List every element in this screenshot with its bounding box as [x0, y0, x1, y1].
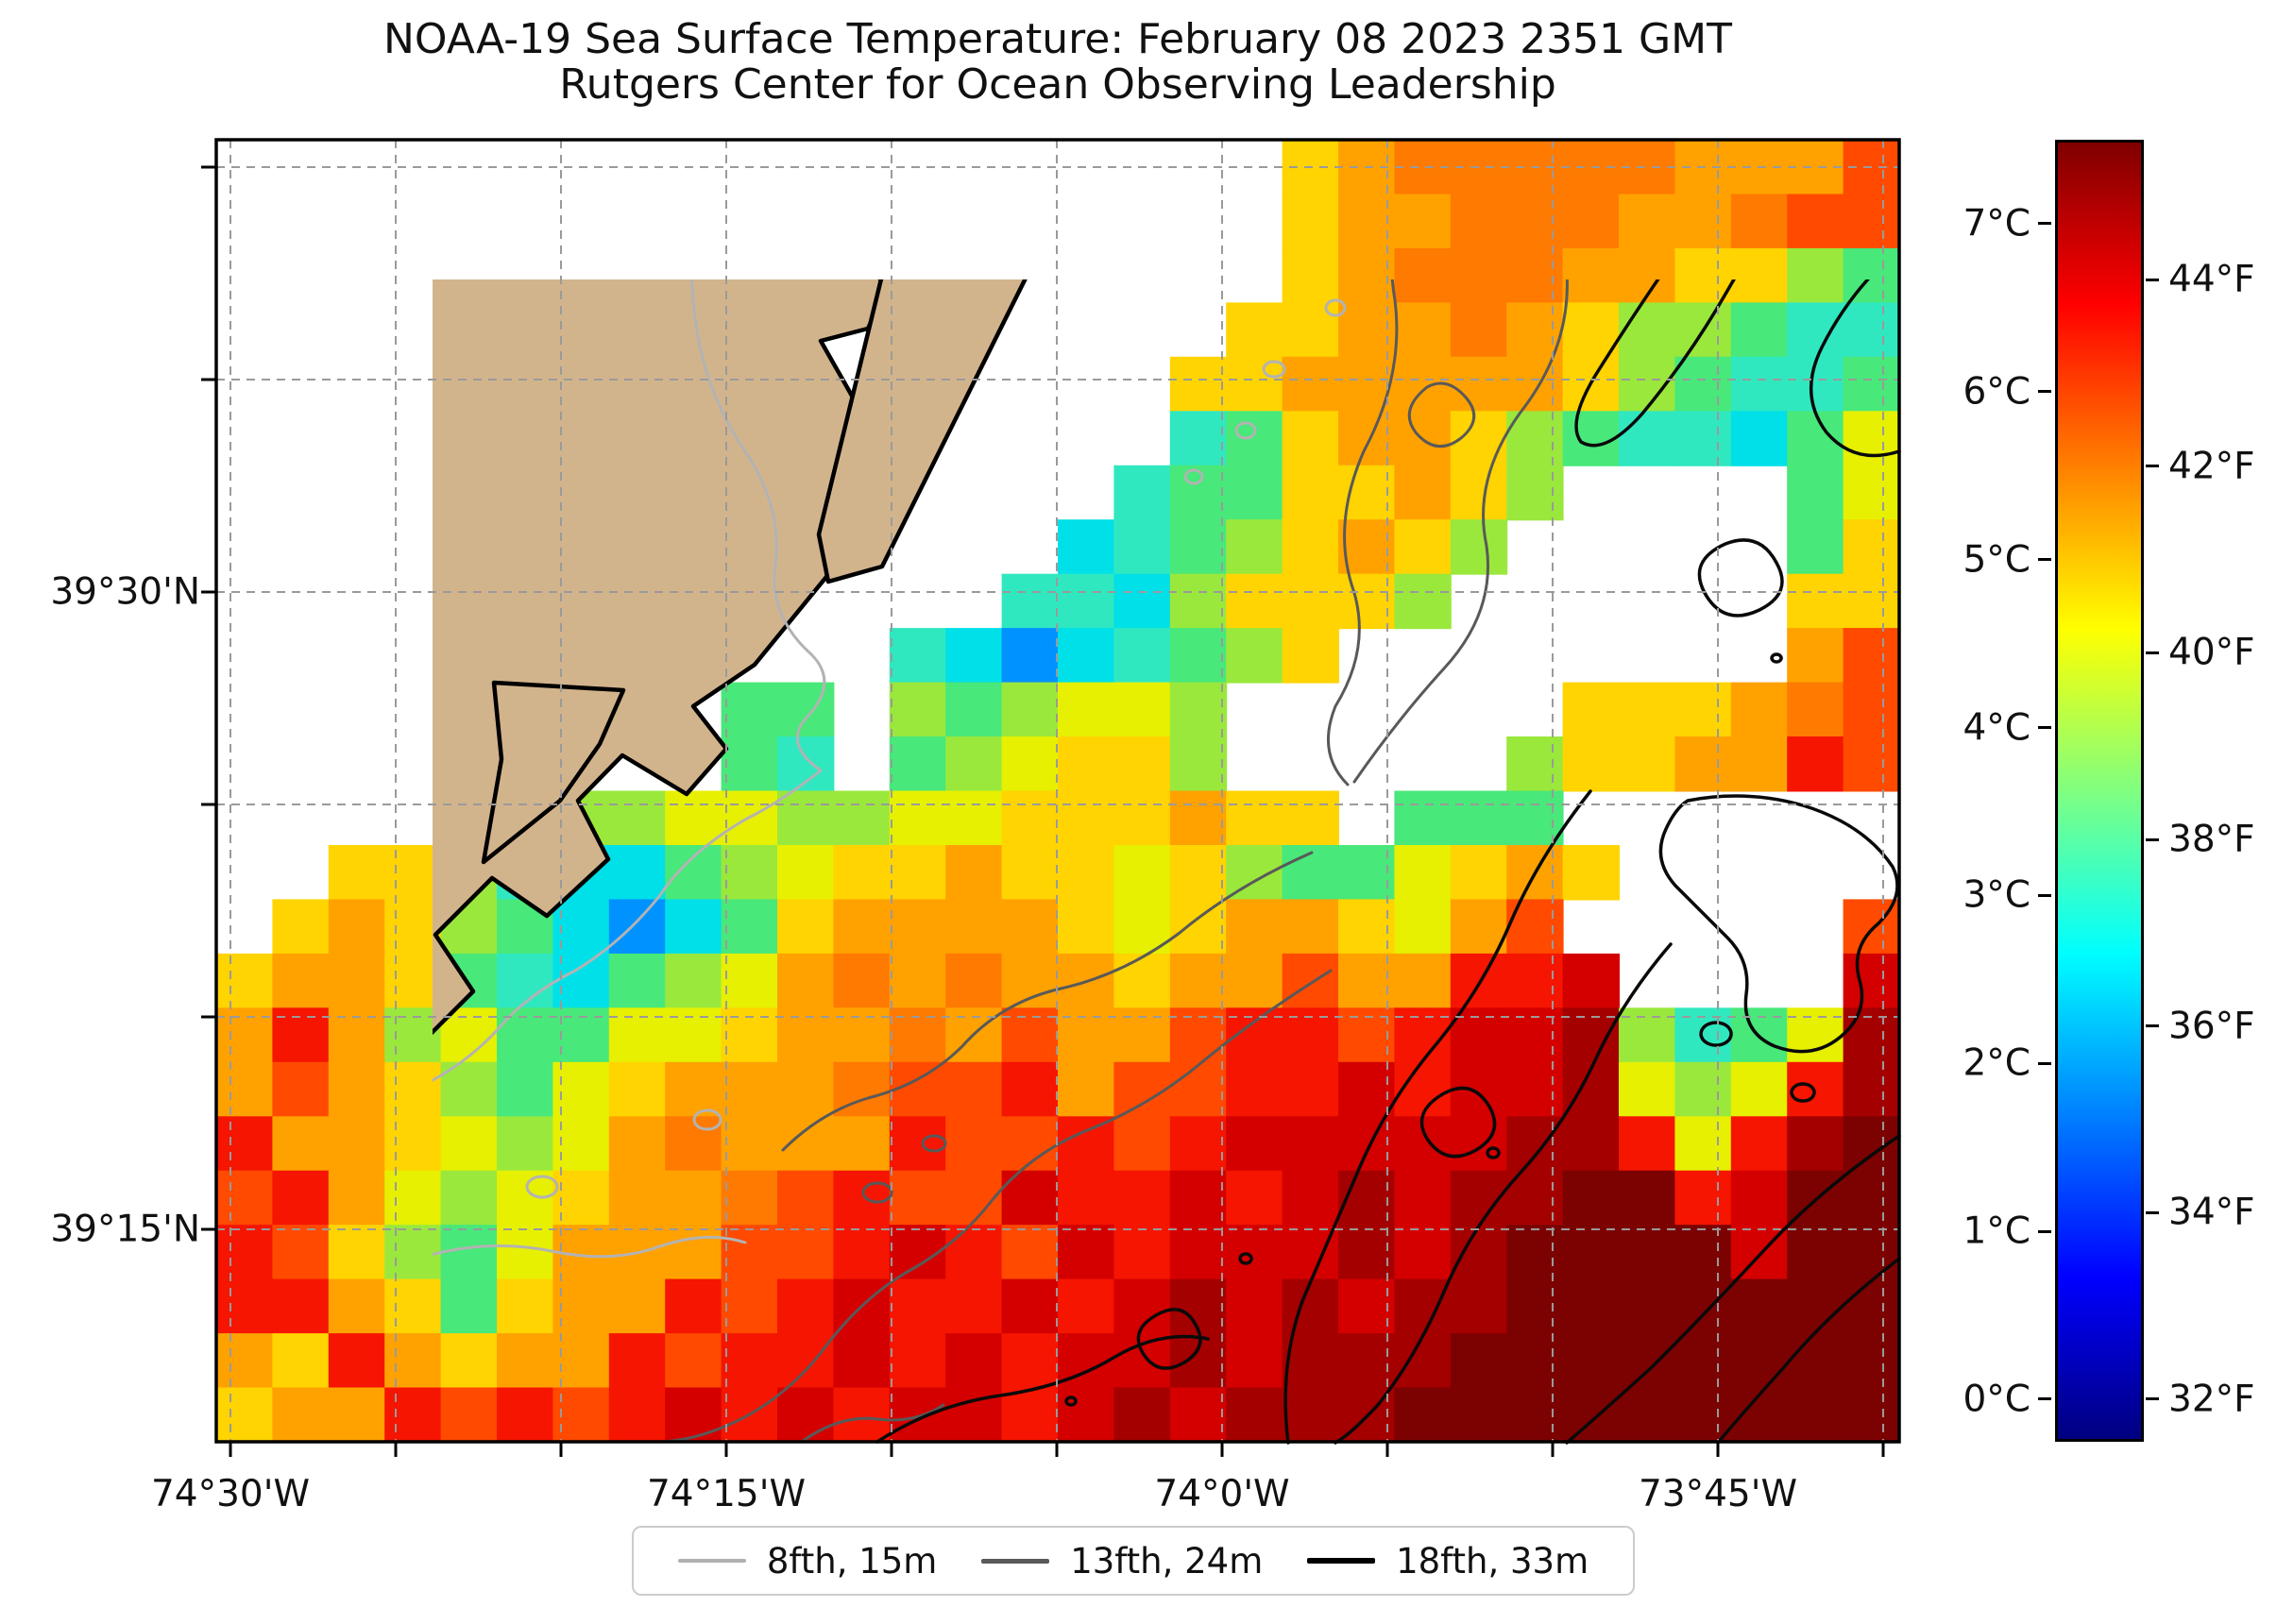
- graticule: [216, 140, 1899, 1442]
- colorbar-celsius-label: 2°C: [1963, 1041, 2031, 1085]
- colorbar-tick: [2038, 893, 2051, 897]
- colorbar-tick: [2038, 1061, 2051, 1065]
- colorbar-celsius-label: 1°C: [1963, 1210, 2031, 1253]
- legend-item: 13fth, 24m: [981, 1541, 1263, 1582]
- x-tick-label: 74°15'W: [646, 1473, 807, 1515]
- colorbar-tick: [2038, 1397, 2051, 1401]
- x-tick-label: 74°30'W: [150, 1473, 311, 1515]
- x-tick-label: 74°0'W: [1154, 1473, 1290, 1515]
- colorbar: [2055, 140, 2144, 1442]
- contour-8fth-15m: [433, 279, 1347, 1259]
- colorbar-fahrenheit-label: 38°F: [2168, 818, 2255, 861]
- colorbar-tick: [2146, 651, 2159, 654]
- colorbar-tick: [2146, 1397, 2159, 1401]
- colorbar-tick: [2038, 390, 2051, 394]
- colorbar-celsius-label: 3°C: [1963, 873, 2031, 917]
- legend-label: 18fth, 33m: [1396, 1540, 1589, 1582]
- legend-label: 13fth, 24m: [1070, 1540, 1264, 1582]
- colorbar-tick: [2146, 1210, 2159, 1214]
- legend-line-swatch: [677, 1559, 746, 1563]
- colorbar-fahrenheit-label: 40°F: [2168, 631, 2255, 674]
- colorbar-fahrenheit-label: 34°F: [2168, 1191, 2255, 1234]
- legend-label: 8fth, 15m: [766, 1540, 938, 1582]
- colorbar-celsius-label: 5°C: [1963, 538, 2031, 582]
- colorbar-tick: [2146, 278, 2159, 281]
- colorbar-fahrenheit-label: 42°F: [2168, 445, 2255, 488]
- axis-tick-marks: [201, 165, 1885, 1457]
- legend-line-swatch: [981, 1558, 1050, 1564]
- colorbar-celsius-label: 0°C: [1963, 1378, 2031, 1421]
- colorbar-tick: [2038, 222, 2051, 226]
- colorbar-celsius-label: 4°C: [1963, 706, 2031, 750]
- legend-item: 18fth, 33m: [1307, 1541, 1589, 1582]
- colorbar-tick: [2146, 1024, 2159, 1028]
- legend-item: 8fth, 15m: [677, 1540, 938, 1582]
- land-mask: [433, 279, 1028, 1036]
- sst-pixel-grid: [216, 140, 1899, 1442]
- colorbar-celsius-label: 7°C: [1963, 202, 2031, 245]
- bathymetry-legend: 8fth, 15m 13fth, 24m 18fth, 33m: [632, 1526, 1635, 1596]
- colorbar-tick: [2038, 726, 2051, 730]
- y-tick-label: 39°30'N: [50, 570, 200, 614]
- colorbar-tick: [2146, 465, 2159, 468]
- colorbar-celsius-label: 6°C: [1963, 370, 2031, 414]
- colorbar-fahrenheit-label: 36°F: [2168, 1005, 2255, 1048]
- contour-13fth-24m: [658, 279, 1569, 1444]
- colorbar-tick: [2038, 558, 2051, 562]
- page-title: NOAA-19 Sea Surface Temperature: Februar…: [383, 15, 1732, 63]
- colorbar-fahrenheit-label: 32°F: [2168, 1378, 2255, 1421]
- legend-line-swatch: [1307, 1558, 1376, 1564]
- colorbar-tick: [2038, 1229, 2051, 1233]
- x-tick-label: 73°45'W: [1638, 1473, 1798, 1515]
- colorbar-tick: [2146, 837, 2159, 841]
- colorbar-fahrenheit-label: 44°F: [2168, 258, 2255, 301]
- contour-18fth-33m: [875, 279, 1901, 1445]
- y-tick-label: 39°15'N: [50, 1208, 200, 1251]
- page-subtitle: Rutgers Center for Ocean Observing Leade…: [559, 60, 1556, 109]
